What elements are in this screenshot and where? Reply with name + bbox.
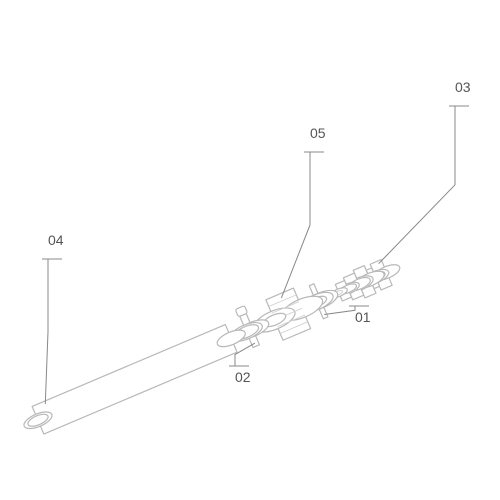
exploded-diagram: 04 02 05 01 03: [0, 0, 500, 500]
callout-label-03: 03: [455, 79, 471, 95]
callout-label-04: 04: [48, 232, 64, 248]
callout-label-05: 05: [310, 125, 326, 141]
callout-label-01: 01: [355, 309, 371, 325]
callout-label-02: 02: [235, 369, 251, 385]
